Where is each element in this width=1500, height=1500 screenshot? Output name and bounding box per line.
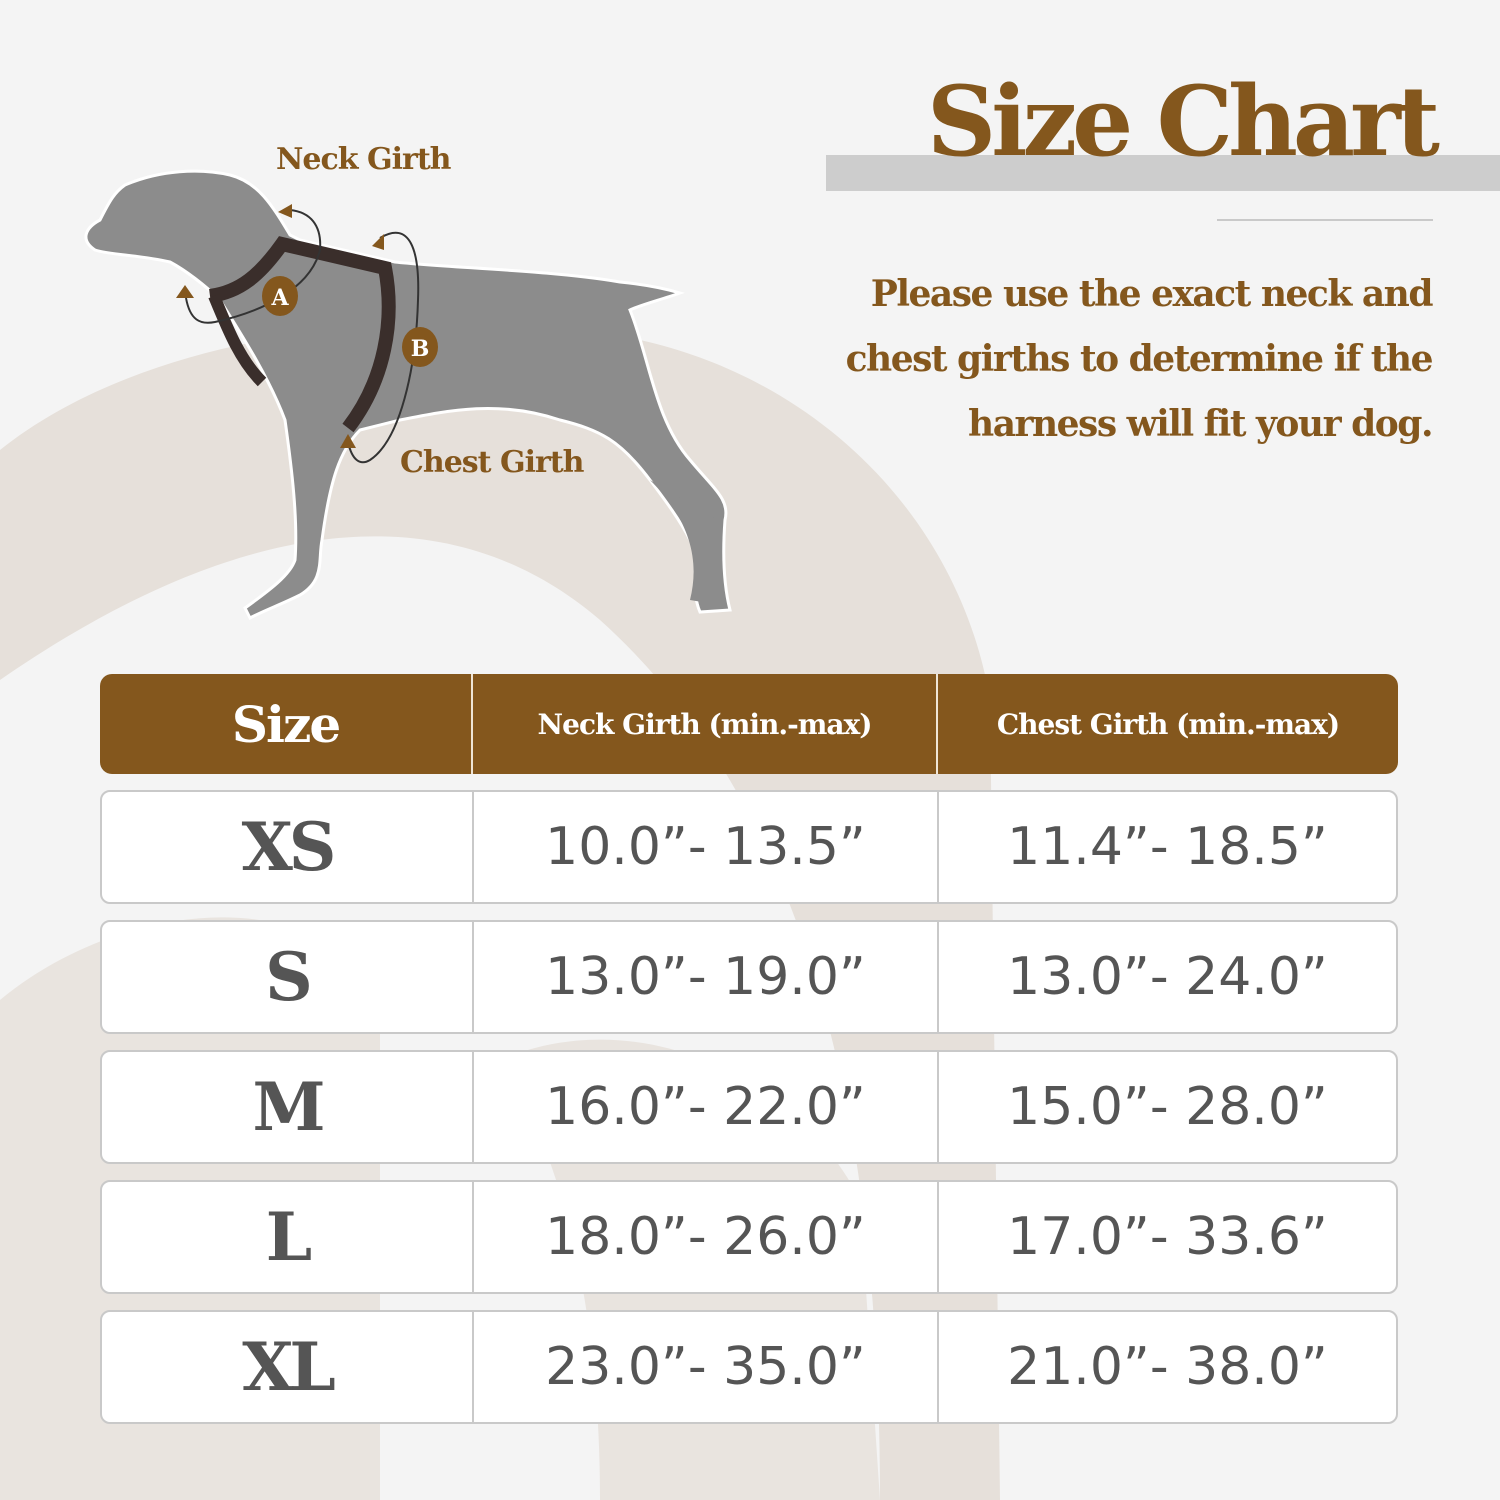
column-header-size: Size bbox=[100, 674, 473, 774]
harness-front bbox=[208, 293, 267, 387]
table-row: L 18.0”- 26.0” 17.0”- 33.6” bbox=[100, 1180, 1398, 1294]
dog-hind-leg bbox=[650, 480, 720, 605]
column-header-chest: Chest Girth (min.-max) bbox=[996, 707, 1340, 741]
chest-cell: 15.0”- 28.0” bbox=[1007, 1077, 1328, 1137]
neck-cell: 13.0”- 19.0” bbox=[474, 922, 939, 1032]
neck-arrow-left-icon bbox=[278, 204, 292, 218]
size-table: Size Neck Girth (min.-max) Chest Girth (… bbox=[100, 674, 1398, 1424]
chest-arrow-down-icon bbox=[372, 234, 384, 250]
marker-a-label: A bbox=[270, 285, 289, 311]
size-cell: L bbox=[102, 1182, 474, 1292]
size-cell: S bbox=[102, 922, 474, 1032]
chest-girth-label: Chest Girth bbox=[400, 445, 584, 480]
neck-girth-label: Neck Girth bbox=[276, 142, 451, 177]
neck-cell: 16.0”- 22.0” bbox=[474, 1052, 939, 1162]
chest-cell: 13.0”- 24.0” bbox=[1007, 947, 1328, 1007]
column-header-neck: Neck Girth (min.-max) bbox=[473, 674, 938, 774]
title-underline-bar bbox=[826, 155, 1500, 191]
table-row: M 16.0”- 22.0” 15.0”- 28.0” bbox=[100, 1050, 1398, 1164]
divider bbox=[1217, 219, 1433, 221]
background-blob bbox=[0, 323, 1000, 1500]
neck-arrow-up-icon bbox=[176, 285, 194, 298]
page-title: Size Chart bbox=[926, 65, 1440, 178]
table-row: XS 10.0”- 13.5” 11.4”- 18.5” bbox=[100, 790, 1398, 904]
harness bbox=[208, 236, 396, 433]
table-row: S 13.0”- 19.0” 13.0”- 24.0” bbox=[100, 920, 1398, 1034]
marker-b-badge bbox=[402, 327, 438, 367]
description-line: Please use the exact neck and bbox=[870, 273, 1434, 315]
table-row: XL 23.0”- 35.0” 21.0”- 38.0” bbox=[100, 1310, 1398, 1424]
chest-cell: 17.0”- 33.6” bbox=[1007, 1207, 1328, 1267]
chest-measure-line bbox=[347, 231, 420, 464]
marker-b-label: B bbox=[411, 336, 430, 362]
chest-arrow-up-icon bbox=[340, 434, 356, 448]
description-line: chest girths to determine if the bbox=[845, 338, 1434, 380]
neck-cell: 18.0”- 26.0” bbox=[474, 1182, 939, 1292]
neck-cell: 23.0”- 35.0” bbox=[474, 1312, 939, 1422]
size-cell: M bbox=[102, 1052, 474, 1162]
neck-cell: 10.0”- 13.5” bbox=[474, 792, 939, 902]
size-cell: XL bbox=[102, 1312, 474, 1422]
description: Please use the exact neck and chest girt… bbox=[712, 262, 1434, 457]
table-header: Size Neck Girth (min.-max) Chest Girth (… bbox=[100, 674, 1398, 774]
description-line: harness will fit your dog. bbox=[968, 403, 1433, 445]
marker-a-badge bbox=[262, 276, 298, 316]
size-cell: XS bbox=[102, 792, 474, 902]
chest-cell: 11.4”- 18.5” bbox=[1007, 817, 1328, 877]
chest-cell: 21.0”- 38.0” bbox=[1007, 1337, 1328, 1397]
